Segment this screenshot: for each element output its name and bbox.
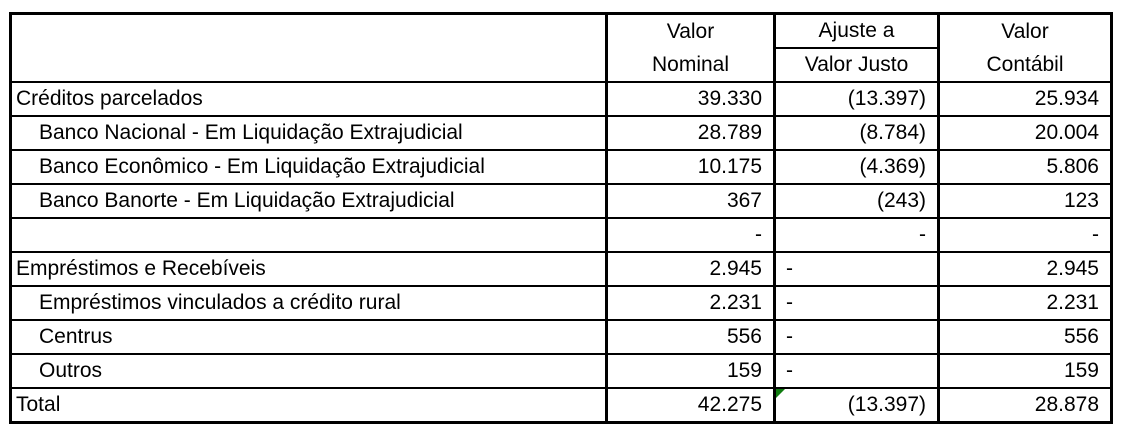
ajuste-value: - xyxy=(773,353,940,389)
ajuste-value: - xyxy=(773,319,940,355)
table-row-banco-banorte: Banco Banorte - Em Liquidação Extrajudic… xyxy=(9,183,1113,219)
row-label: Outros xyxy=(9,353,608,389)
table-row-outros: Outros 159 - 159 xyxy=(9,353,1113,389)
nominal-value: 556 xyxy=(605,319,776,355)
table-row-emprestimos-recebiveis: Empréstimos e Recebíveis 2.945 - 2.945 xyxy=(9,251,1113,287)
row-label: Banco Econômico - Em Liquidação Extrajud… xyxy=(9,149,608,185)
ajuste-value: - xyxy=(773,251,940,287)
header-valor-nominal-line2: Nominal xyxy=(651,53,730,76)
contabil-value: 556 xyxy=(937,319,1113,355)
table-body: Créditos parcelados 39.330 (13.397) 25.9… xyxy=(9,81,1113,423)
contabil-value: 25.934 xyxy=(937,81,1113,117)
header-valor-contabil: Valor Contábil xyxy=(937,12,1113,83)
contabil-value: 28.878 xyxy=(937,387,1113,423)
table-row-empty: - - - xyxy=(9,217,1113,253)
header-ajuste-line1: Ajuste a xyxy=(773,12,940,49)
nominal-value: 10.175 xyxy=(605,149,776,185)
ajuste-value: - xyxy=(773,285,940,321)
spreadsheet-region: Valor Nominal Ajuste a Valor Contábil Va… xyxy=(9,12,1113,424)
header-valor-contabil-line2: Contábil xyxy=(986,53,1064,76)
header-empty-cell xyxy=(9,12,608,83)
header-row-2: Valor Justo xyxy=(11,46,1112,84)
nominal-value: 2.945 xyxy=(605,251,776,287)
table-row-creditos-parcelados: Créditos parcelados 39.330 (13.397) 25.9… xyxy=(9,81,1113,117)
table-row-centrus: Centrus 556 - 556 xyxy=(9,319,1113,355)
ajuste-value: (4.369) xyxy=(773,149,940,185)
nominal-value: 28.789 xyxy=(605,115,776,151)
row-label: Empréstimos e Recebíveis xyxy=(9,251,608,287)
contabil-value: 2.231 xyxy=(937,285,1113,321)
nominal-value: 2.231 xyxy=(605,285,776,321)
header-valor-nominal: Valor Nominal xyxy=(605,12,776,83)
financial-table: Valor Nominal Ajuste a Valor Contábil Va… xyxy=(9,12,1113,424)
contabil-value: 5.806 xyxy=(937,149,1113,185)
contabil-value: 159 xyxy=(937,353,1113,389)
ajuste-value: (13.397) xyxy=(773,81,940,117)
table-row-total: Total 42.275 (13.397) 28.878 xyxy=(9,387,1113,423)
excel-error-indicator-icon xyxy=(777,390,785,398)
contabil-value: 20.004 xyxy=(937,115,1113,151)
table-row-banco-nacional: Banco Nacional - Em Liquidação Extrajudi… xyxy=(9,115,1113,151)
row-label: Empréstimos vinculados a crédito rural xyxy=(9,285,608,321)
table-row-emprestimos-credito-rural: Empréstimos vinculados a crédito rural 2… xyxy=(9,285,1113,321)
row-label xyxy=(9,217,608,253)
nominal-value: - xyxy=(605,217,776,253)
nominal-value: 159 xyxy=(605,353,776,389)
ajuste-value: (13.397) xyxy=(847,392,926,416)
ajuste-value: - xyxy=(773,217,940,253)
header-ajuste-line2: Valor Justo xyxy=(773,46,940,84)
ajuste-value-cell: (13.397) xyxy=(773,387,940,423)
contabil-value: - xyxy=(937,217,1113,253)
table-header: Valor Nominal Ajuste a Valor Contábil Va… xyxy=(9,12,1113,84)
header-valor-nominal-line1: Valor xyxy=(666,20,715,43)
nominal-value: 39.330 xyxy=(605,81,776,117)
table-row-banco-economico: Banco Econômico - Em Liquidação Extrajud… xyxy=(9,149,1113,185)
ajuste-value: (8.784) xyxy=(773,115,940,151)
row-label: Banco Banorte - Em Liquidação Extrajudic… xyxy=(9,183,608,219)
header-valor-contabil-line1: Valor xyxy=(1001,20,1049,43)
nominal-value: 42.275 xyxy=(605,387,776,423)
row-label: Centrus xyxy=(9,319,608,355)
nominal-value: 367 xyxy=(605,183,776,219)
row-label: Total xyxy=(9,387,608,423)
row-label: Banco Nacional - Em Liquidação Extrajudi… xyxy=(9,115,608,151)
ajuste-value: (243) xyxy=(773,183,940,219)
row-label: Créditos parcelados xyxy=(9,81,608,117)
header-row-1: Valor Nominal Ajuste a Valor Contábil xyxy=(9,12,1113,83)
contabil-value: 123 xyxy=(937,183,1113,219)
contabil-value: 2.945 xyxy=(937,251,1113,287)
